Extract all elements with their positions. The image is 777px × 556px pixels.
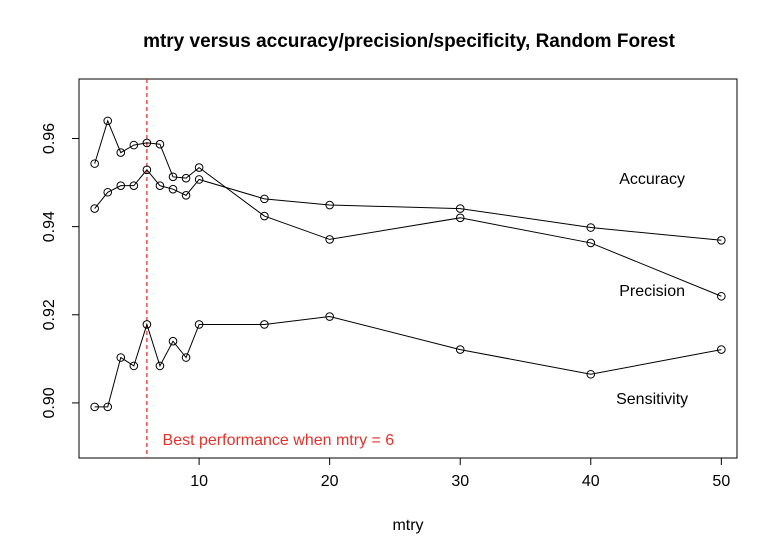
data-point: [103, 187, 113, 197]
data-point: [325, 312, 334, 321]
series-line: [94, 316, 722, 408]
data-point: [455, 204, 465, 213]
data-point: [586, 223, 596, 232]
x-tick-label: 10: [190, 473, 208, 490]
y-tick-label: 0.96: [41, 123, 58, 154]
series-line: [94, 168, 722, 241]
data-point: [194, 320, 204, 329]
data-point: [168, 172, 178, 182]
data-point: [116, 353, 126, 362]
data-point: [168, 336, 178, 346]
data-point: [194, 175, 204, 184]
data-point: [90, 204, 99, 213]
data-point: [90, 402, 99, 412]
series-label: Sensitivity: [616, 391, 688, 408]
data-point: [155, 139, 165, 149]
data-point: [142, 165, 152, 175]
data-point: [129, 140, 139, 150]
data-point: [455, 345, 465, 354]
x-tick-label: 20: [321, 473, 339, 490]
series-label: Precision: [619, 283, 685, 300]
series-accuracy: [90, 165, 726, 245]
data-point: [181, 353, 191, 362]
data-point: [260, 320, 269, 329]
x-tick-label: 50: [712, 473, 730, 490]
series-precision: [90, 116, 726, 301]
data-point: [116, 148, 126, 157]
data-point: [260, 194, 269, 204]
data-point: [717, 345, 726, 354]
best-performance-annotation: Best performance when mtry = 6: [163, 432, 395, 449]
data-point: [129, 181, 139, 190]
data-point: [586, 369, 596, 379]
data-point: [181, 191, 191, 200]
series-layer: [90, 116, 726, 412]
series-line: [94, 119, 722, 297]
series-sensitivity: [90, 312, 726, 412]
x-axis-label: mtry: [392, 517, 423, 534]
data-point: [129, 361, 139, 371]
plot-frame: [78, 78, 738, 459]
x-tick-label: 40: [582, 473, 600, 490]
data-point: [116, 181, 126, 190]
x-tick-label: 30: [451, 473, 469, 490]
data-point: [325, 200, 334, 210]
data-point: [455, 213, 465, 223]
data-point: [586, 238, 596, 248]
data-point: [142, 138, 152, 148]
data-point: [155, 361, 165, 371]
y-tick-label: 0.94: [41, 211, 58, 242]
data-point: [717, 235, 726, 245]
series-labels: Accuracy Precision Sensitivity: [616, 171, 688, 408]
data-point: [90, 159, 99, 168]
data-point: [260, 211, 269, 221]
y-tick-label: 0.90: [41, 387, 58, 418]
y-tick-label: 0.92: [41, 299, 58, 330]
data-point: [325, 235, 334, 244]
data-point: [142, 320, 152, 329]
data-point: [103, 402, 113, 412]
chart-title: mtry versus accuracy/precision/specifici…: [143, 31, 676, 52]
data-point: [181, 173, 191, 183]
x-axis: 10 20 30 40 50: [190, 458, 730, 490]
data-point: [717, 291, 726, 301]
y-axis: 0.90 0.92 0.94 0.96: [41, 123, 79, 418]
series-label: Accuracy: [619, 171, 685, 188]
data-point: [103, 116, 113, 126]
data-point: [155, 181, 165, 190]
data-point: [168, 184, 178, 194]
data-point: [194, 163, 204, 172]
